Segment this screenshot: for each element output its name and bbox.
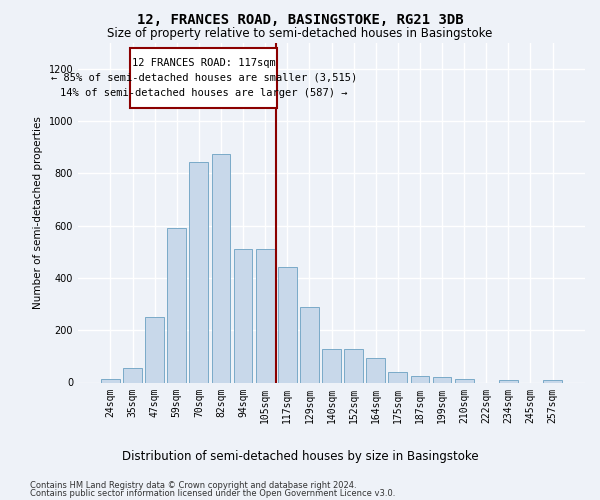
Bar bbox=[256, 249, 275, 382]
Bar bbox=[101, 378, 120, 382]
Bar bbox=[543, 380, 562, 382]
Bar bbox=[344, 348, 363, 382]
Text: Size of property relative to semi-detached houses in Basingstoke: Size of property relative to semi-detach… bbox=[107, 28, 493, 40]
Bar bbox=[167, 228, 186, 382]
Text: Contains public sector information licensed under the Open Government Licence v3: Contains public sector information licen… bbox=[30, 489, 395, 498]
Text: Distribution of semi-detached houses by size in Basingstoke: Distribution of semi-detached houses by … bbox=[122, 450, 478, 463]
Bar bbox=[388, 372, 407, 382]
FancyBboxPatch shape bbox=[130, 48, 277, 108]
Bar bbox=[433, 378, 451, 382]
Text: 12, FRANCES ROAD, BASINGSTOKE, RG21 3DB: 12, FRANCES ROAD, BASINGSTOKE, RG21 3DB bbox=[137, 12, 463, 26]
Bar bbox=[278, 268, 296, 382]
Bar bbox=[455, 378, 473, 382]
Text: 14% of semi-detached houses are larger (587) →: 14% of semi-detached houses are larger (… bbox=[60, 88, 347, 98]
Bar bbox=[300, 306, 319, 382]
Bar bbox=[367, 358, 385, 382]
Bar bbox=[123, 368, 142, 382]
Y-axis label: Number of semi-detached properties: Number of semi-detached properties bbox=[33, 116, 43, 309]
Bar bbox=[145, 317, 164, 382]
Bar bbox=[322, 348, 341, 382]
Bar bbox=[499, 380, 518, 382]
Text: 12 FRANCES ROAD: 117sqm: 12 FRANCES ROAD: 117sqm bbox=[132, 58, 276, 68]
Bar bbox=[212, 154, 230, 382]
Text: Contains HM Land Registry data © Crown copyright and database right 2024.: Contains HM Land Registry data © Crown c… bbox=[30, 481, 356, 490]
Bar bbox=[190, 162, 208, 382]
Bar bbox=[233, 249, 253, 382]
Text: ← 85% of semi-detached houses are smaller (3,515): ← 85% of semi-detached houses are smalle… bbox=[51, 73, 357, 83]
Bar bbox=[410, 376, 430, 382]
